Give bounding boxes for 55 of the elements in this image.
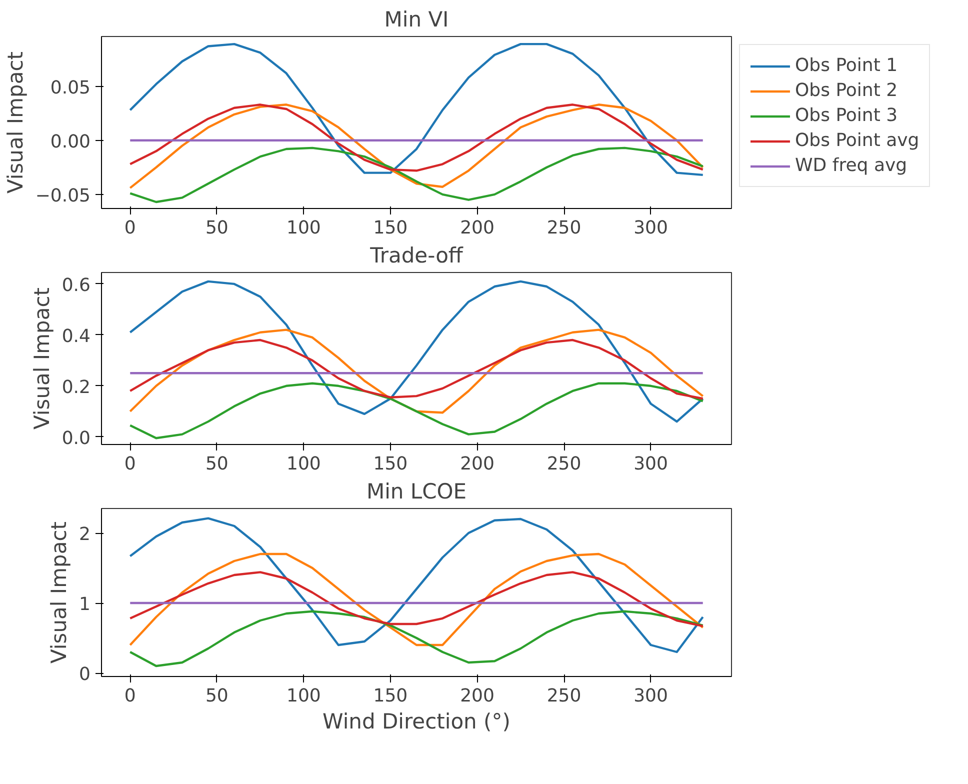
- x-tick-label: 150: [373, 218, 408, 238]
- x-tick-label: 150: [373, 686, 408, 706]
- y-tick-label: −0.05: [35, 185, 91, 206]
- legend-label: WD freq avg: [795, 155, 908, 176]
- x-tick-label: 0: [124, 686, 136, 706]
- y-tick-label: 1: [79, 594, 90, 615]
- line-series: [129, 610, 704, 668]
- line-series: [129, 382, 704, 440]
- y-tick-label: 0.0: [62, 428, 91, 449]
- x-axis-title: Wind Direction (°): [322, 710, 510, 734]
- x-tick-label: 100: [286, 454, 321, 474]
- line-series: [129, 280, 704, 423]
- x-tick-label: 0: [124, 454, 136, 474]
- x-tick-label: 250: [546, 686, 582, 706]
- x-tick-label: 50: [205, 686, 228, 706]
- x-tick-label: 200: [460, 686, 494, 706]
- y-tick-label: 0.05: [50, 77, 90, 98]
- chart-title: Min LCOE: [366, 480, 467, 504]
- line-series: [129, 42, 704, 176]
- y-tick-label: 0.2: [62, 376, 91, 398]
- x-tick-label: 300: [634, 454, 668, 474]
- x-tick-label: 50: [205, 454, 228, 474]
- chart-title: Trade-off: [369, 244, 464, 268]
- x-tick-label: 300: [634, 686, 668, 706]
- legend-label: Obs Point 3: [795, 105, 898, 126]
- x-tick-label: 150: [373, 454, 408, 474]
- legend-label: Obs Point avg: [795, 130, 920, 151]
- chart-title: Min VI: [384, 8, 449, 32]
- y-tick-label: 0.4: [62, 326, 91, 347]
- line-series: [129, 104, 704, 172]
- x-tick-label: 0: [124, 218, 136, 238]
- x-tick-label: 200: [460, 454, 494, 474]
- x-tick-label: 50: [205, 218, 228, 238]
- line-series: [129, 328, 704, 414]
- x-tick-label: 100: [286, 686, 321, 706]
- x-tick-label: 250: [546, 454, 582, 474]
- legend-label: Obs Point 2: [795, 80, 898, 101]
- line-series: [129, 517, 704, 654]
- line-series: [129, 104, 704, 190]
- x-tick-label: 100: [286, 218, 321, 238]
- line-series: [129, 146, 704, 204]
- y-axis-title: Visual Impact: [47, 522, 72, 664]
- y-tick-label: 0.00: [50, 131, 90, 152]
- y-axis-title: Visual Impact: [30, 288, 54, 430]
- y-tick-label: 0: [79, 664, 90, 685]
- y-axis-title: Visual Impact: [3, 52, 28, 194]
- legend-label: Obs Point 1: [795, 55, 898, 76]
- x-tick-label: 300: [634, 218, 668, 238]
- line-series: [129, 338, 704, 400]
- line-series: [129, 571, 704, 628]
- x-tick-label: 200: [460, 218, 494, 238]
- line-series: [129, 552, 704, 646]
- y-tick-label: 0.6: [62, 274, 91, 296]
- y-tick-label: 2: [79, 524, 90, 545]
- x-tick-label: 250: [546, 218, 582, 238]
